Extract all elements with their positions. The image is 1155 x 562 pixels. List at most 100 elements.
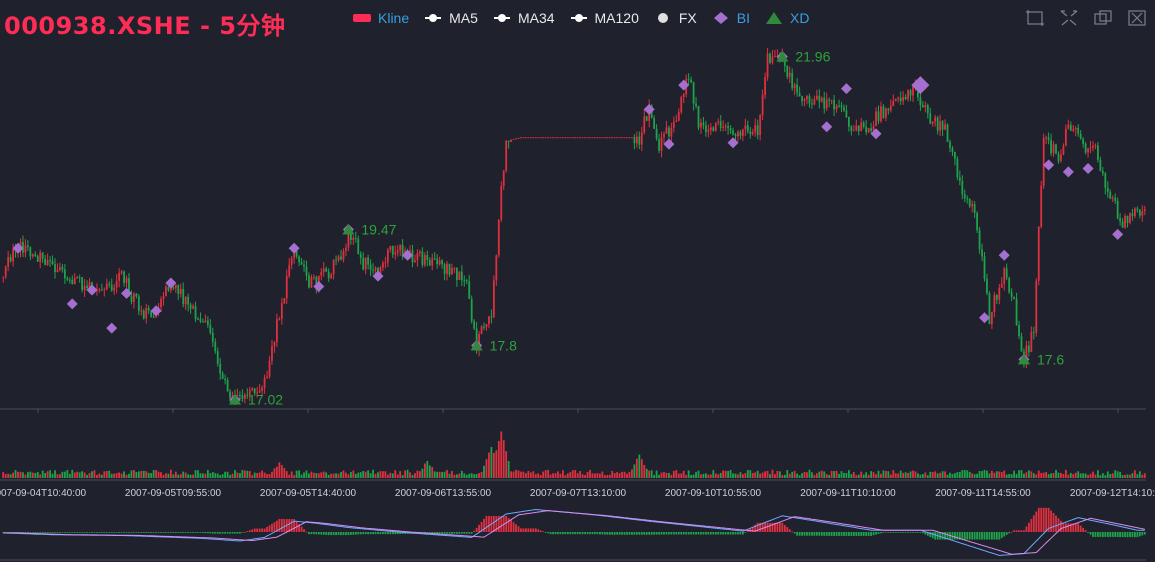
volume-bar: [830, 470, 833, 478]
restore-icon[interactable]: [1093, 9, 1113, 27]
volume-bar: [983, 469, 986, 478]
volume-bar: [1020, 470, 1023, 478]
macd-bar: [594, 532, 596, 535]
volume-bar: [1089, 473, 1092, 478]
macd-bar: [522, 528, 525, 532]
candle-body: [798, 92, 801, 97]
macd-bar: [443, 532, 446, 534]
macd-bar: [386, 532, 389, 535]
volume-bar: [492, 452, 495, 478]
volume-bar: [34, 473, 37, 478]
candle-body: [806, 95, 808, 100]
macd-bar: [1052, 512, 1055, 532]
volume-bar: [49, 470, 51, 478]
macd-bar: [22, 532, 24, 533]
candle-body: [613, 137, 616, 139]
volume-bar: [554, 473, 557, 478]
macd-bar: [813, 532, 816, 536]
volume-bar: [635, 458, 638, 478]
volume-bar: [887, 471, 890, 478]
volume-bar: [655, 470, 658, 478]
legend-item-kline[interactable]: Kline: [352, 10, 409, 26]
macd-bar: [993, 532, 996, 540]
macd-bar: [954, 532, 956, 540]
volume-bar: [46, 471, 49, 478]
macd-bar: [917, 532, 919, 533]
macd-bar: [645, 532, 648, 535]
macd-bar: [778, 522, 781, 532]
candle-body: [31, 254, 34, 257]
macd-bar: [49, 532, 51, 533]
candle-body: [1141, 211, 1144, 216]
volume-bar: [19, 471, 22, 478]
macd-bar: [857, 532, 860, 536]
candle-body: [41, 252, 44, 259]
candle-body: [724, 125, 727, 127]
macd-bar: [793, 532, 796, 534]
volume-bar: [349, 472, 352, 478]
macd-bar: [488, 515, 490, 532]
volume-bar: [872, 472, 875, 478]
macd-bar: [1025, 526, 1028, 532]
volume-bar: [576, 473, 579, 478]
bi-marker: [121, 287, 133, 299]
candle-body: [251, 388, 254, 391]
candle-body: [372, 269, 374, 271]
candle-body: [394, 252, 397, 255]
macd-bar: [110, 532, 113, 533]
volume-bar: [177, 474, 180, 478]
volume-bar: [1141, 474, 1144, 478]
candle-body: [39, 252, 42, 262]
legend-item-xd[interactable]: XD: [764, 10, 809, 26]
macd-bar: [41, 532, 44, 533]
macd-bar: [737, 532, 739, 535]
macd-bar: [187, 532, 190, 533]
macd-bar: [179, 532, 182, 533]
volume-bar: [532, 471, 535, 478]
candle-body: [1052, 144, 1055, 154]
volume-bar: [315, 473, 318, 478]
macd-bar: [1060, 520, 1062, 532]
volume-bar: [813, 475, 816, 478]
candle-body: [534, 137, 537, 139]
legend-item-ma5[interactable]: MA5: [423, 10, 478, 26]
legend-item-fx[interactable]: FX: [653, 10, 697, 26]
volume-bar: [441, 472, 443, 478]
volume-bar: [12, 472, 14, 478]
macd-bar: [1047, 507, 1050, 532]
macd-bar: [867, 532, 870, 536]
volume-bar: [672, 470, 675, 478]
candle-body: [850, 126, 853, 131]
candle-body: [956, 158, 959, 178]
x-tick-label: 2007-09-07T13:10:00: [530, 488, 627, 499]
legend-item-ma34[interactable]: MA34: [492, 10, 555, 26]
macd-bar: [621, 532, 623, 535]
zoom-select-icon[interactable]: [1025, 9, 1045, 27]
macd-bar: [88, 532, 91, 533]
volume-bar: [243, 470, 246, 478]
macd-bar: [24, 532, 27, 533]
legend-item-ma120[interactable]: MA120: [569, 10, 639, 26]
macd-bar: [34, 532, 37, 533]
volume-bar: [224, 471, 227, 478]
macd-bar: [921, 532, 924, 534]
volume-bar: [468, 473, 471, 478]
clear-icon[interactable]: [1127, 9, 1147, 27]
candle-body: [616, 137, 619, 139]
candle-body: [1015, 298, 1018, 326]
macd-bar: [907, 532, 909, 533]
candle-body: [1104, 173, 1107, 188]
candle-body: [537, 137, 540, 139]
candle-body: [549, 137, 552, 139]
legend-item-bi[interactable]: BI: [711, 10, 750, 26]
zoom-reset-icon[interactable]: [1059, 9, 1079, 27]
macd-bar: [672, 532, 675, 535]
candle-body: [288, 264, 291, 277]
macd-bar: [510, 520, 513, 532]
volume-bar: [226, 471, 229, 478]
bi-marker: [372, 270, 384, 282]
volume-bar: [571, 470, 574, 478]
macd-bar: [914, 532, 917, 533]
macd-bar: [147, 532, 150, 533]
volume-bar: [1131, 473, 1134, 478]
